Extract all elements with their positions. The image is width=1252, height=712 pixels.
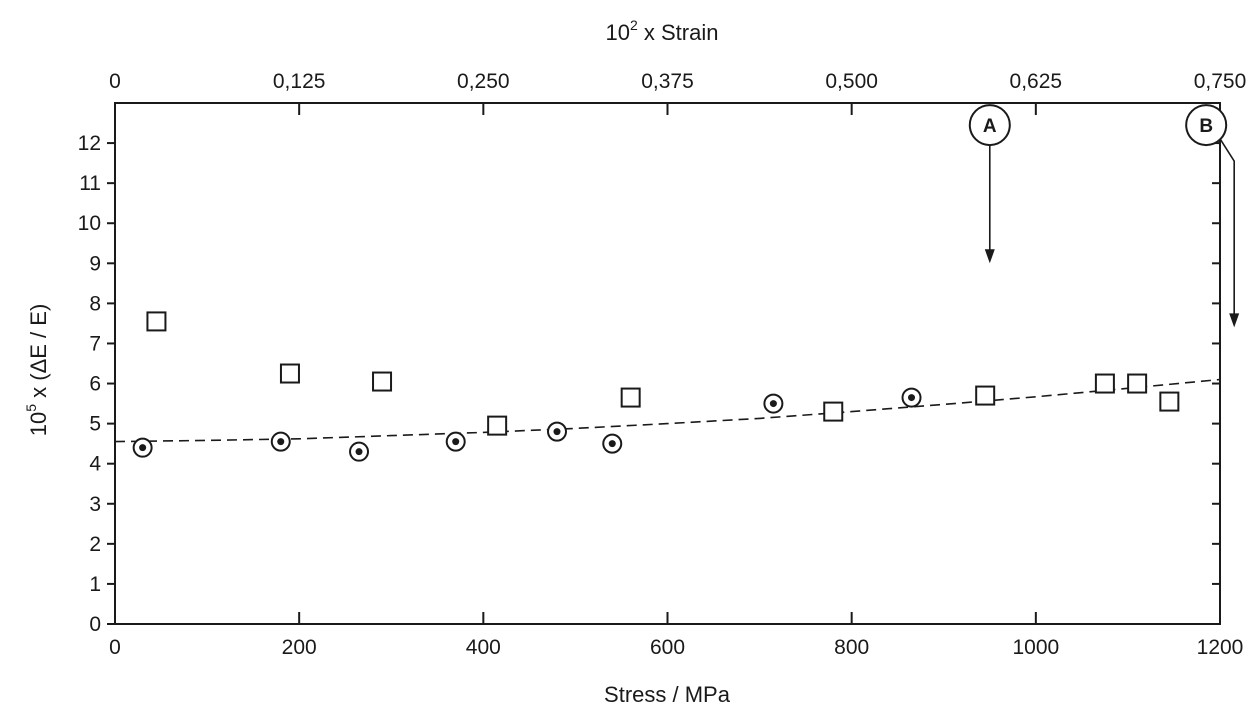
plot-frame: [114, 102, 1221, 625]
y-tick-label: 3: [89, 493, 101, 516]
top-x-tick-label: 0,625: [1010, 70, 1063, 93]
top-x-tick-label: 0,250: [457, 70, 510, 93]
annotation-arrow-head: [984, 249, 995, 264]
data-point-circle: [132, 437, 153, 458]
y-tick-label: 8: [89, 292, 101, 315]
data-point-circle-dot: [608, 440, 616, 448]
x-tick-label: 1000: [1012, 636, 1059, 659]
data-point-square: [1159, 391, 1180, 412]
data-point-circle-dot: [908, 394, 916, 402]
fit-curve: [114, 378, 1221, 443]
y-tick-label: 5: [89, 413, 101, 436]
y-axis-title: 105 x (ΔE / E): [23, 304, 51, 437]
top-x-tick-label: 0,750: [1194, 70, 1247, 93]
y-tick-label: 11: [79, 172, 101, 195]
data-point-circle: [349, 441, 370, 462]
y-tick-label: 10: [78, 212, 101, 235]
fit-layer: [114, 378, 1221, 443]
data-point-square: [823, 401, 844, 422]
x-tick-label: 200: [282, 636, 317, 659]
top-x-tick-label: 0,500: [825, 70, 878, 93]
y-tick-label: 6: [89, 373, 101, 396]
top-x-tick-label: 0,375: [641, 70, 694, 93]
x-tick-label: 400: [466, 636, 501, 659]
annotation-b: B: [1185, 104, 1240, 328]
data-point-square: [620, 387, 641, 408]
data-point-circle-dot: [769, 400, 777, 408]
x-axis-title: Stress / MPa: [604, 682, 731, 707]
y-tick-label: 1: [89, 573, 101, 596]
y-tick-label: 0: [89, 613, 101, 636]
ticks-layer: 0 200 400 600 800 1000 1200 0 0,125 0,250 0,375 0,5…: [78, 70, 1247, 659]
data-point-circle: [602, 433, 623, 454]
y-tick-label: 12: [78, 132, 101, 155]
y-tick-label: 9: [89, 252, 101, 275]
y-tick-label: 2: [89, 533, 101, 556]
data-point-square: [487, 415, 508, 436]
annotation-arrow-line: [1219, 138, 1235, 316]
top-axis-title: 102 x Strain: [606, 17, 719, 45]
x-tick-label: 600: [650, 636, 685, 659]
data-point-square: [146, 311, 167, 332]
x-tick-label: 0: [109, 636, 121, 659]
data-point-circle-dot: [139, 444, 147, 452]
annotation-arrow-head: [1229, 313, 1240, 328]
data-point-square: [279, 363, 300, 384]
data-point-circle-dot: [355, 448, 363, 456]
points-layer: [132, 311, 1180, 462]
data-point-circle: [270, 431, 291, 452]
annotation-label: A: [983, 116, 997, 137]
data-point-square: [372, 371, 393, 392]
data-point-square: [975, 385, 996, 406]
annotation-circle: [1185, 104, 1228, 147]
x-tick-label: 800: [834, 636, 869, 659]
data-point-circle: [445, 431, 466, 452]
y-tick-label: 4: [89, 453, 101, 476]
top-x-tick-label: 0,125: [273, 70, 326, 93]
data-point-circle-dot: [277, 438, 285, 446]
x-tick-label: 1200: [1197, 636, 1244, 659]
y-tick-label: 7: [89, 332, 101, 355]
data-point-circle: [901, 387, 922, 408]
data-point-square: [1094, 373, 1115, 394]
annotation-a: A: [968, 104, 1011, 264]
data-point-circle-dot: [452, 438, 460, 446]
data-point-circle: [763, 393, 784, 414]
top-x-tick-label: 0: [109, 70, 121, 93]
data-point-circle: [547, 421, 567, 442]
annotation-label: B: [1199, 116, 1213, 137]
data-point-square: [1127, 373, 1148, 394]
data-point-circle-dot: [553, 428, 561, 436]
